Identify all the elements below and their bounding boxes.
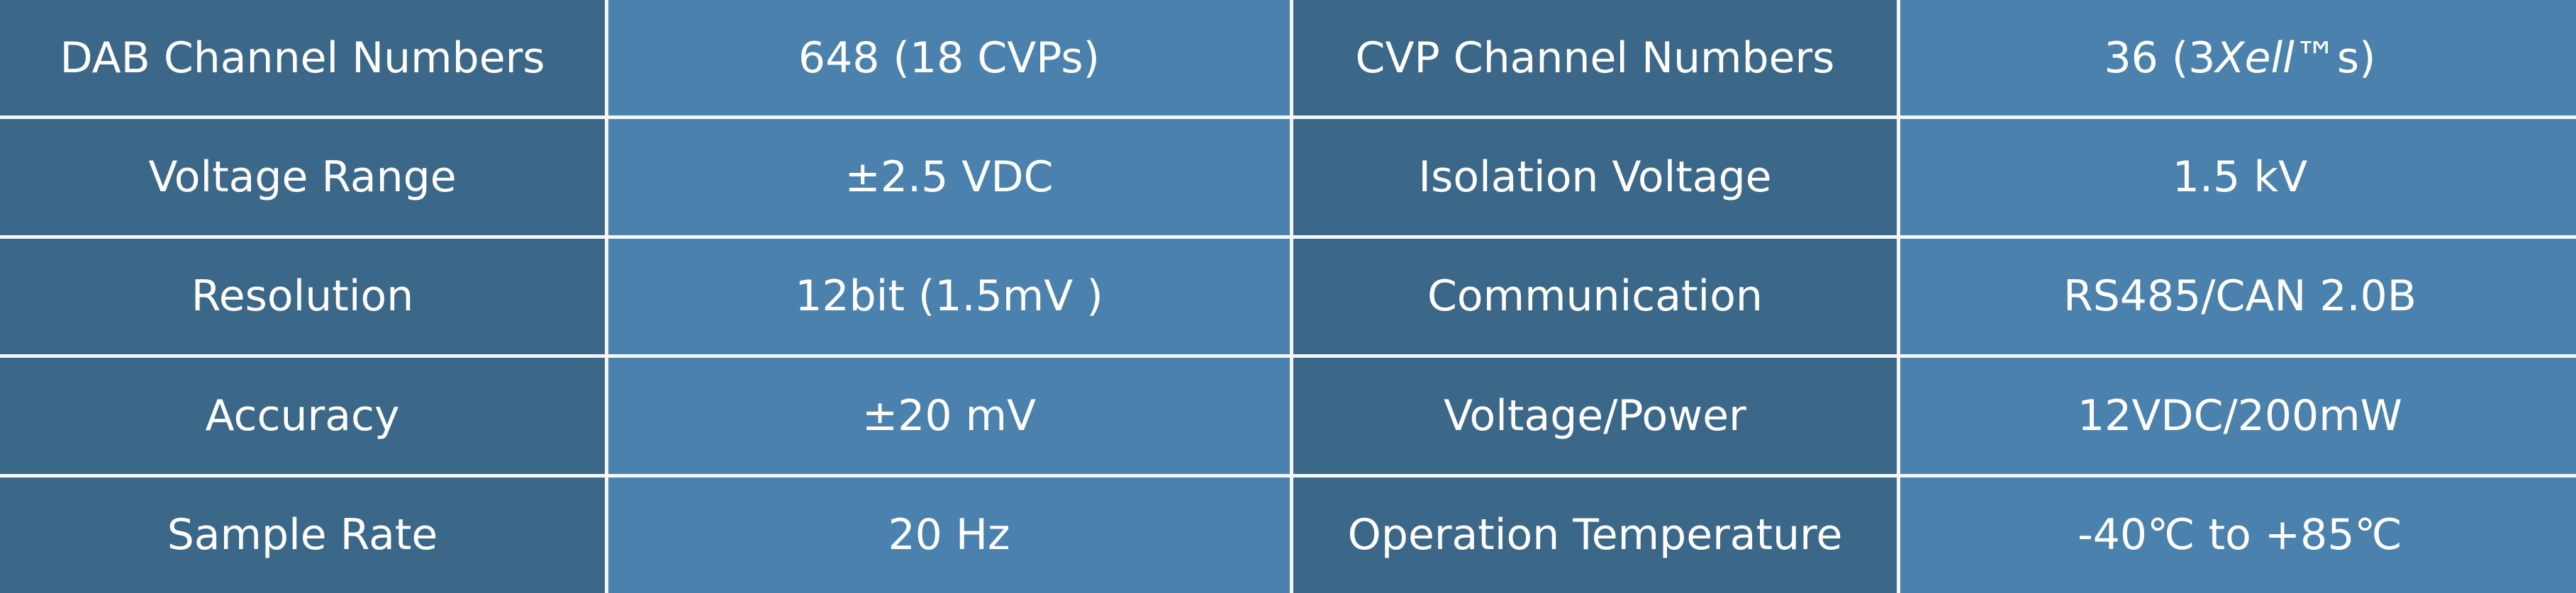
row-value: ±20 mV	[608, 358, 1290, 474]
text-part: 36 (3	[2104, 33, 2216, 83]
row-label: Communication	[1293, 238, 1897, 355]
row-value: ±2.5 VDC	[608, 119, 1290, 235]
text-part: ™s)	[2294, 33, 2376, 83]
row-label: Resolution	[0, 238, 605, 355]
row-label: Sample Rate	[0, 477, 605, 593]
row-label: CVP Channel Numbers	[1293, 0, 1897, 116]
row-label: Voltage Range	[0, 119, 605, 235]
row-value: 12bit (1.5mV )	[608, 238, 1290, 355]
row-value: 648 (18 CVPs)	[608, 0, 1290, 116]
row-value: -40℃ to +85℃	[1900, 477, 2576, 593]
row-value: RS485/CAN 2.0B	[1900, 238, 2576, 355]
row-label: DAB Channel Numbers	[0, 0, 605, 116]
row-label: Isolation Voltage	[1293, 119, 1897, 235]
row-label: Voltage/Power	[1293, 358, 1897, 474]
row-value: 36 (3 Xell ™s)	[1900, 0, 2576, 116]
text-part: Xell	[2215, 33, 2295, 83]
row-label: Operation Temperature	[1293, 477, 1897, 593]
row-value: 1.5 kV	[1900, 119, 2576, 235]
row-value: 20 Hz	[608, 477, 1290, 593]
row-label: Accuracy	[0, 358, 605, 474]
row-value: 12VDC/200mW	[1900, 358, 2576, 474]
